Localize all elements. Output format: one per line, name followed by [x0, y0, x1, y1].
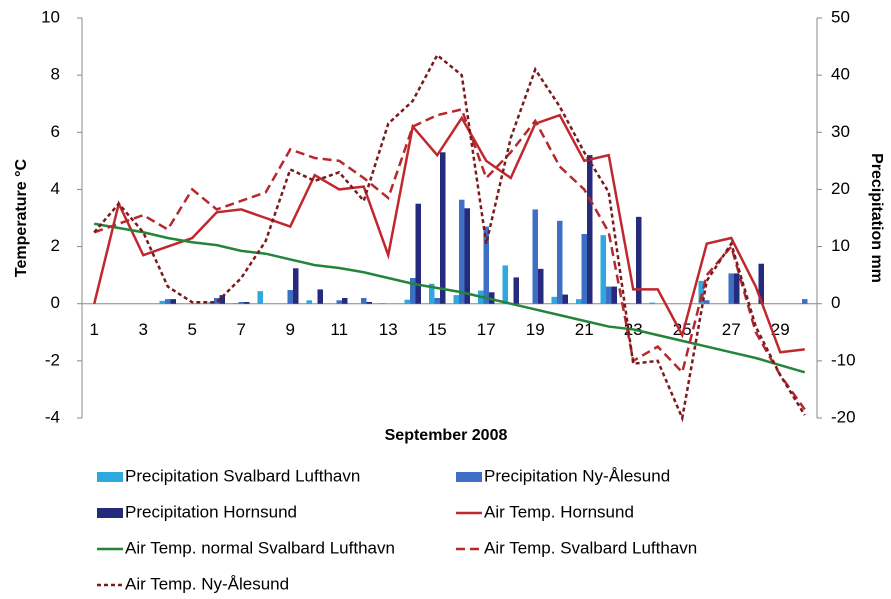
- bar: [361, 298, 367, 304]
- bar: [734, 273, 740, 304]
- bar: [317, 289, 323, 304]
- y2-tick-label: 50: [831, 7, 850, 26]
- bar: [581, 234, 587, 304]
- bar: [758, 263, 764, 304]
- y2-tick-label: -20: [831, 407, 856, 426]
- legend-label: Precipitation Ny-Ålesund: [484, 466, 670, 485]
- legend-label: Air Temp. Hornsund: [484, 502, 634, 521]
- y-tick-label: -4: [45, 407, 60, 426]
- y-tick-label: 8: [51, 65, 60, 84]
- bar: [625, 303, 631, 304]
- bar: [459, 199, 465, 304]
- bar: [233, 303, 239, 304]
- bar: [336, 300, 342, 304]
- y-tick-label: 0: [51, 293, 60, 312]
- bar: [636, 216, 642, 304]
- bar: [587, 155, 593, 304]
- x-tick-label: 17: [477, 320, 496, 339]
- bar: [606, 286, 612, 304]
- y2-tick-label: 10: [831, 236, 850, 255]
- bar: [440, 152, 446, 304]
- bar: [306, 300, 312, 304]
- bar: [244, 302, 250, 304]
- x-tick-label: 11: [330, 320, 348, 339]
- legend-label: Air Temp. normal Svalbard Lufthavn: [125, 538, 395, 557]
- bar: [551, 296, 557, 304]
- bar: [429, 283, 435, 304]
- bar: [238, 302, 244, 304]
- bar: [293, 268, 299, 304]
- legend-swatch: [97, 508, 123, 518]
- bar: [532, 209, 538, 304]
- bar: [159, 300, 165, 304]
- legend-swatch: [456, 472, 482, 482]
- bar: [600, 235, 606, 304]
- x-tick-label: 3: [139, 320, 148, 339]
- bar: [649, 302, 655, 304]
- line: [93, 107, 806, 411]
- line: [93, 113, 805, 354]
- x-tick-label: 21: [575, 320, 594, 339]
- x-tick-label: 1: [90, 320, 99, 339]
- bar: [434, 298, 440, 304]
- bar: [576, 299, 582, 304]
- y-axis-title: Temperature °C: [13, 158, 30, 277]
- y2-tick-label: 0: [831, 293, 840, 312]
- legend-label: Precipitation Hornsund: [125, 502, 297, 521]
- bar: [257, 291, 263, 304]
- bar: [698, 280, 704, 304]
- x-tick-label: 7: [237, 320, 246, 339]
- y-tick-label: -2: [45, 350, 60, 369]
- legend-label: Air Temp. Svalbard Lufthavn: [484, 538, 697, 557]
- x-axis-title: September 2008: [385, 427, 508, 444]
- x-tick-label: 27: [722, 320, 741, 339]
- bar: [538, 268, 544, 304]
- y2-tick-label: 40: [831, 65, 850, 84]
- line: [94, 222, 806, 374]
- y-tick-label: 2: [51, 236, 60, 255]
- bar: [464, 208, 470, 304]
- bar: [502, 265, 508, 304]
- y2-tick-label: -10: [831, 350, 856, 369]
- bar: [380, 303, 386, 304]
- legend-label: Precipitation Svalbard Lufthavn: [125, 466, 360, 485]
- legend-swatch: [97, 472, 123, 482]
- x-tick-label: 5: [188, 320, 197, 339]
- bar: [287, 290, 293, 304]
- bar: [611, 286, 617, 304]
- y-tick-label: 4: [51, 179, 60, 198]
- bar: [704, 300, 710, 304]
- x-tick-label: 19: [526, 320, 545, 339]
- bar: [342, 298, 348, 304]
- x-tick-label: 29: [771, 320, 790, 339]
- bar: [453, 295, 459, 304]
- x-tick-label: 9: [286, 320, 295, 339]
- bar: [513, 277, 519, 304]
- y2-axis-title: Precipitation mm: [868, 153, 885, 283]
- bar: [415, 203, 421, 304]
- line: [93, 53, 806, 423]
- legend-label: Air Temp. Ny-Ålesund: [125, 574, 289, 593]
- bar: [728, 273, 734, 304]
- x-tick-label: 15: [428, 320, 447, 339]
- bar: [562, 294, 568, 304]
- y-tick-label: 10: [41, 7, 60, 26]
- bar: [802, 299, 808, 304]
- bar: [404, 299, 410, 304]
- bar: [170, 299, 176, 304]
- bar: [410, 278, 416, 304]
- y2-tick-label: 30: [831, 122, 850, 141]
- y2-tick-label: 20: [831, 179, 850, 198]
- bar: [165, 299, 171, 304]
- bar: [557, 220, 563, 304]
- bar: [483, 226, 489, 304]
- bar: [219, 295, 225, 304]
- x-tick-label: 13: [379, 320, 398, 339]
- bar: [366, 302, 372, 304]
- y-tick-label: 6: [51, 122, 60, 141]
